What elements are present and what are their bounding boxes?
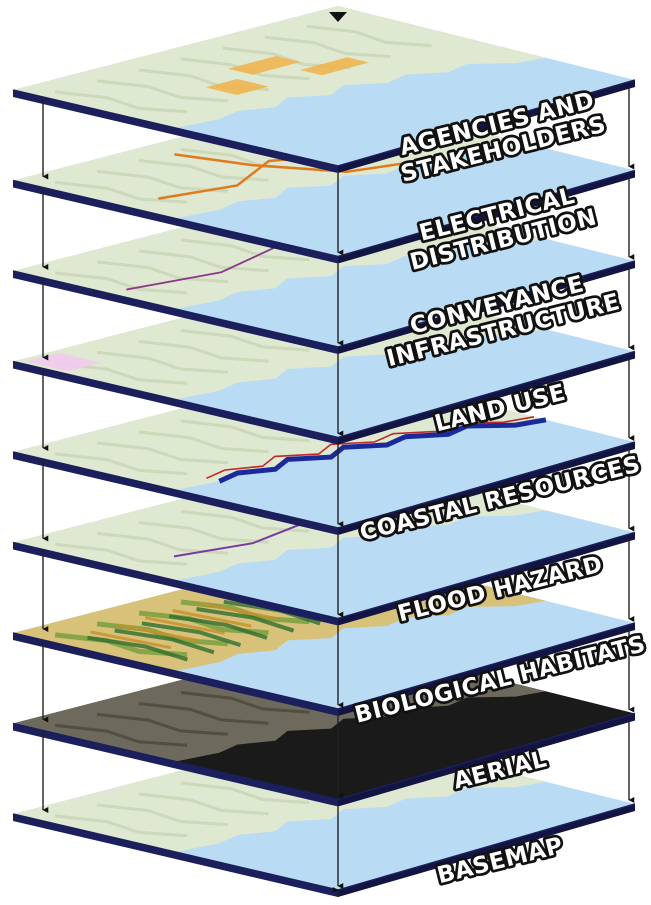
layer-rim: [12, 169, 636, 258]
layer-rim: [12, 350, 636, 439]
layer-edge-right: [338, 532, 635, 626]
layer-edge-left: [13, 633, 338, 716]
layer-edge-left: [13, 542, 338, 626]
layer-edge-left: [13, 180, 338, 264]
layer-edge-left: [13, 452, 338, 535]
layer-edge-right: [338, 713, 635, 807]
layer-rim: [12, 79, 636, 167]
layer-edge-right: [338, 80, 635, 173]
layer-rim: [12, 622, 636, 710]
layer-edge-right: [338, 623, 635, 716]
layer-edge-left: [13, 814, 338, 897]
layer-edge-left: [13, 90, 338, 173]
connector-arrows: [42, 12, 635, 897]
layer-agencies: [12, 6, 636, 173]
layer-edge-left: [13, 361, 338, 445]
layer-edge-right: [338, 351, 635, 445]
layer-rim: [12, 531, 636, 620]
layer-edge-right: [338, 442, 635, 535]
layer-rim: [12, 441, 636, 529]
layer-edge-right: [338, 804, 635, 897]
layer-edge-right: [338, 261, 635, 354]
layer-edge-left: [13, 723, 338, 807]
layer-edge-right: [338, 170, 635, 264]
overlay-coastline: [206, 416, 547, 484]
overlay-agency-patches: [205, 56, 369, 95]
layer-rim: [12, 712, 636, 801]
top-arrow-icon: [329, 12, 347, 22]
layer-rim: [12, 260, 636, 348]
layer-edge-left: [13, 271, 338, 354]
layers-group: [12, 6, 636, 897]
